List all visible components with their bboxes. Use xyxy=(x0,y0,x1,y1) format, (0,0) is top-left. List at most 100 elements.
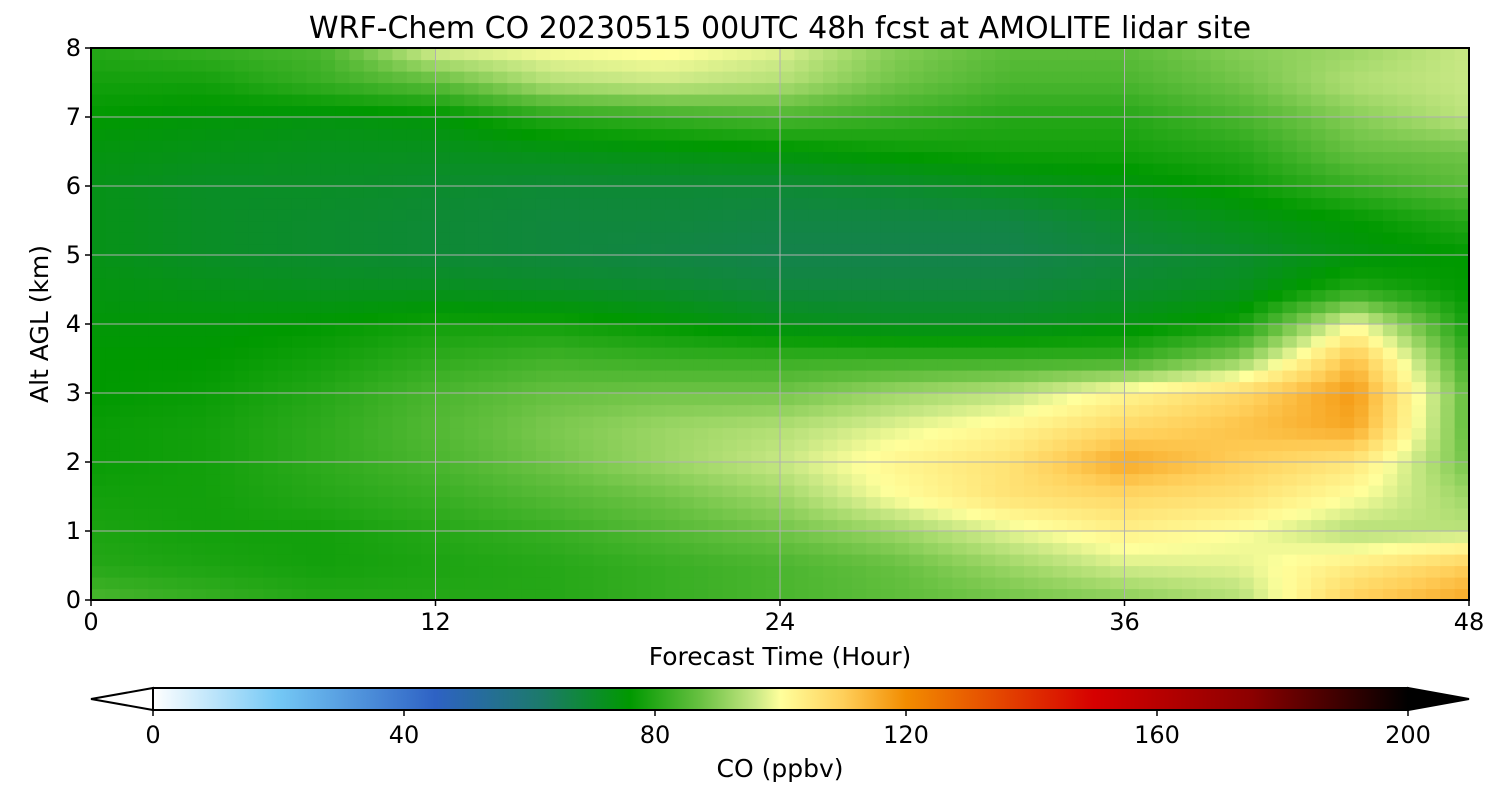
heatmap-cell xyxy=(363,105,379,118)
heatmap-cell xyxy=(708,220,724,233)
heatmap-cell xyxy=(320,485,336,498)
heatmap-cell xyxy=(1181,542,1197,555)
heatmap-cell xyxy=(1067,151,1083,164)
heatmap-cell xyxy=(105,347,121,360)
heatmap-cell xyxy=(320,439,336,452)
heatmap-cell xyxy=(234,485,250,498)
heatmap-cell xyxy=(205,48,221,61)
heatmap-cell xyxy=(535,324,551,337)
heatmap-cell xyxy=(1095,496,1111,509)
heatmap-cell xyxy=(909,381,925,394)
heatmap-cell xyxy=(1196,588,1212,601)
heatmap-cell xyxy=(1411,289,1427,302)
heatmap-cell xyxy=(808,565,824,578)
heatmap-cell xyxy=(277,508,293,521)
heatmap-cell xyxy=(1167,473,1183,486)
heatmap-cell xyxy=(1038,117,1054,130)
heatmap-cell xyxy=(1124,220,1140,233)
heatmap-cell xyxy=(722,105,738,118)
heatmap-cell xyxy=(1095,82,1111,95)
heatmap-cell xyxy=(291,255,307,268)
heatmap-cell xyxy=(765,71,781,84)
heatmap-cell xyxy=(1268,197,1283,210)
heatmap-cell xyxy=(191,393,207,406)
heatmap-cell xyxy=(851,312,867,325)
heatmap-cell xyxy=(277,278,293,291)
heatmap-cell xyxy=(966,416,982,429)
heatmap-cell xyxy=(1368,186,1384,199)
heatmap-cell xyxy=(406,209,422,222)
heatmap-cell xyxy=(363,163,379,176)
heatmap-cell xyxy=(177,163,193,176)
heatmap-cell xyxy=(665,393,681,406)
heatmap-cell xyxy=(1296,381,1312,394)
heatmap-cell xyxy=(579,393,594,406)
heatmap-cell xyxy=(263,301,279,314)
heatmap-cell xyxy=(650,370,666,383)
heatmap-cell xyxy=(880,381,896,394)
heatmap-cell xyxy=(1024,358,1039,371)
heatmap-cell xyxy=(1339,278,1355,291)
heatmap-cell xyxy=(794,324,810,337)
heatmap-cell xyxy=(406,393,422,406)
heatmap-cell xyxy=(1253,393,1269,406)
heatmap-cell xyxy=(205,335,221,348)
heatmap-cell xyxy=(1081,485,1097,498)
heatmap-cell xyxy=(1397,358,1413,371)
heatmap-cell xyxy=(851,588,867,601)
heatmap-cell xyxy=(1411,335,1427,348)
heatmap-cell xyxy=(478,427,494,440)
heatmap-cell xyxy=(1210,82,1226,95)
heatmap-cell xyxy=(1339,163,1355,176)
heatmap-cell xyxy=(1081,427,1097,440)
heatmap-cell xyxy=(277,427,293,440)
heatmap-cell xyxy=(1296,94,1312,107)
heatmap-cell xyxy=(995,312,1011,325)
heatmap-cell xyxy=(765,209,781,222)
heatmap-cell xyxy=(851,358,867,371)
heatmap-cell xyxy=(1354,519,1370,532)
heatmap-cell xyxy=(679,163,695,176)
heatmap-cell xyxy=(1425,266,1441,279)
heatmap-cell xyxy=(1325,289,1341,302)
heatmap-cell xyxy=(952,496,968,509)
heatmap-cell xyxy=(736,381,752,394)
heatmap-cell xyxy=(880,301,896,314)
heatmap-cell xyxy=(665,232,681,245)
heatmap-cell xyxy=(794,450,810,463)
heatmap-cell xyxy=(1339,128,1355,141)
heatmap-cell xyxy=(923,82,939,95)
heatmap-cell xyxy=(492,289,508,302)
heatmap-cell xyxy=(722,508,738,521)
heatmap-cell xyxy=(1038,565,1054,578)
heatmap-cell xyxy=(1181,588,1197,601)
heatmap-cell xyxy=(363,404,379,417)
heatmap-cell xyxy=(535,427,551,440)
heatmap-cell xyxy=(679,117,695,130)
heatmap-cell xyxy=(794,243,810,256)
heatmap-cell xyxy=(579,278,594,291)
heatmap-cell xyxy=(105,105,121,118)
heatmap-cell xyxy=(1138,473,1154,486)
heatmap-cell xyxy=(1311,519,1327,532)
heatmap-cell xyxy=(464,140,480,153)
heatmap-cell xyxy=(306,370,322,383)
heatmap-cell xyxy=(248,404,264,417)
heatmap-cell xyxy=(1411,324,1427,337)
heatmap-cell xyxy=(1425,473,1441,486)
heatmap-cell xyxy=(177,393,193,406)
heatmap-cell xyxy=(134,186,150,199)
heatmap-cell xyxy=(636,347,652,360)
heatmap-cell xyxy=(421,393,437,406)
heatmap-cell xyxy=(306,462,322,475)
heatmap-cell xyxy=(406,105,422,118)
heatmap-cell xyxy=(1382,370,1398,383)
heatmap-cell xyxy=(134,128,150,141)
heatmap-cell xyxy=(1081,197,1097,210)
heatmap-cell xyxy=(1425,312,1441,325)
heatmap-cell xyxy=(665,554,681,567)
heatmap-cell xyxy=(823,554,839,567)
heatmap-cell xyxy=(507,117,523,130)
heatmap-cell xyxy=(148,82,164,95)
heatmap-cell xyxy=(1052,473,1068,486)
